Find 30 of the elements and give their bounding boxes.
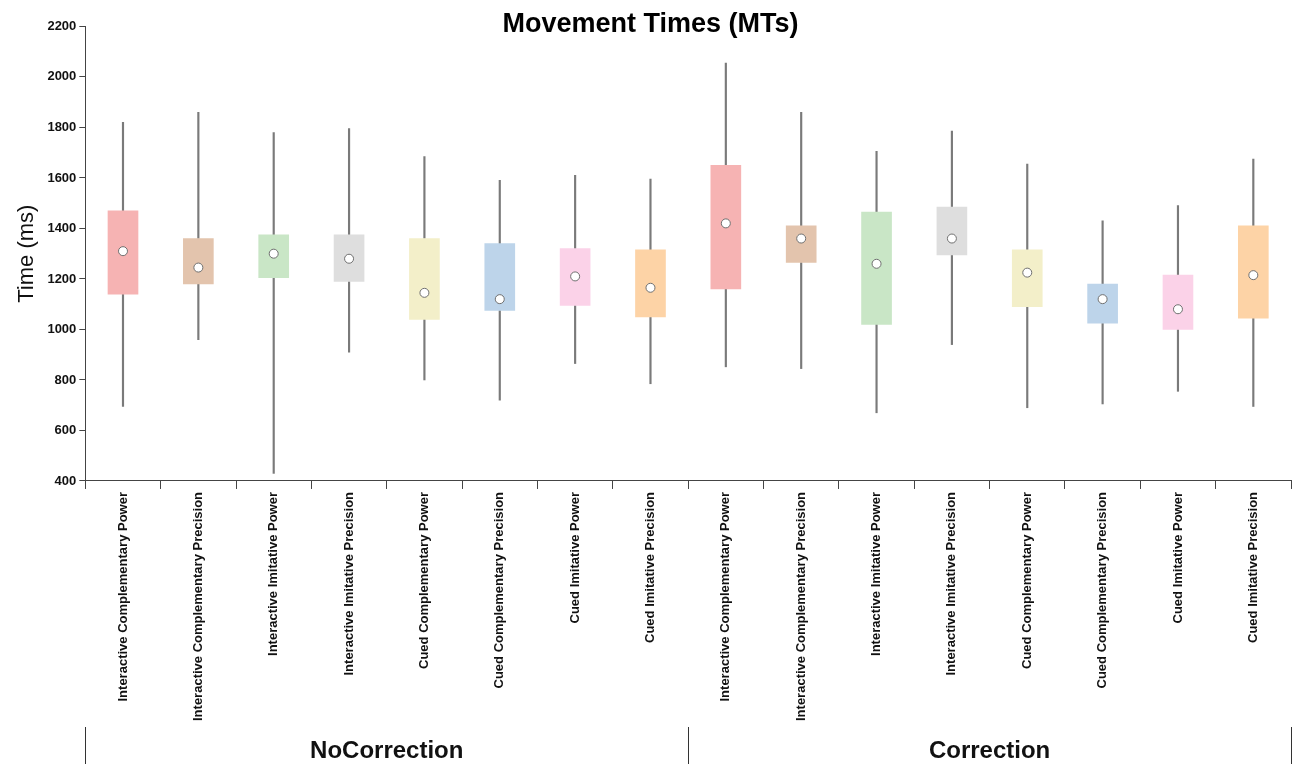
y-tick-label: 1600 — [47, 169, 77, 185]
x-tick-label: Interactive Complementary Power — [114, 491, 130, 702]
y-tick-label: 1400 — [47, 220, 77, 236]
y-axis-title: Time (ms) — [13, 204, 39, 303]
x-tick-label: Cued Complementary Precision — [1094, 491, 1110, 689]
y-tick-label: 400 — [54, 472, 77, 488]
chart-title: Movement Times (MTs) — [502, 7, 799, 38]
y-tick-label: 600 — [54, 422, 77, 438]
x-tick-label: Cued Imitative Precision — [642, 491, 658, 643]
x-tick-label: Cued Complementary Power — [416, 491, 431, 669]
y-tick-label: 800 — [54, 371, 77, 387]
x-tick-label: Interactive Imitative Precision — [943, 491, 959, 676]
text: NoCorrection — [310, 735, 464, 763]
x-tick-label: Interactive Imitative Power — [868, 491, 884, 656]
x-tick-label: Interactive Imitative Precision — [340, 491, 356, 676]
x-tick-label: Interactive Complementary Precision — [792, 491, 808, 721]
x-tick-label: Cued Imitative Precision — [1244, 491, 1260, 643]
y-tick-label: 1800 — [47, 118, 77, 134]
x-tick-label: Interactive Complementary Power — [717, 491, 733, 702]
x-tick-label: Cued Imitative Power — [1169, 491, 1185, 624]
x-tick-label: Interactive Complementary Precision — [189, 491, 205, 721]
y-tick-label: 1000 — [47, 321, 77, 337]
y-tick-label: 2000 — [47, 68, 77, 84]
x-tick-label: Cued Imitative Power — [566, 491, 582, 624]
text: Correction — [928, 735, 1051, 763]
y-tick-label: 1200 — [47, 270, 77, 286]
x-tick-label: Cued Complementary Power — [1018, 491, 1034, 669]
x-tick-label: Interactive Imitative Power — [265, 491, 281, 656]
y-tick-label: 2200 — [47, 17, 77, 33]
x-tick-label: Cued Complementary Precision — [491, 491, 507, 689]
